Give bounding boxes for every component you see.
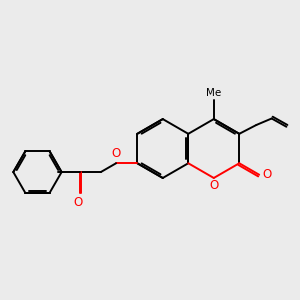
Text: O: O [112, 147, 121, 160]
Text: O: O [263, 168, 272, 181]
Text: O: O [209, 179, 218, 192]
Text: O: O [74, 196, 83, 208]
Text: Me: Me [206, 88, 221, 98]
